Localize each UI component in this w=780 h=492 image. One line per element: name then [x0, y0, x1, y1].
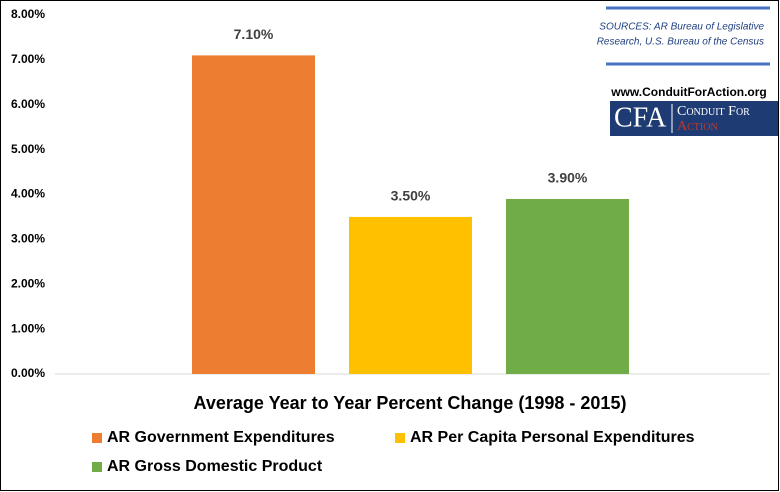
legend-label: AR Per Capita Personal Expenditures [410, 429, 695, 446]
logo-name: Action [677, 119, 718, 134]
y-tick-label: 6.00% [11, 97, 45, 111]
y-tick-label: 0.00% [11, 366, 45, 380]
sources-text: SOURCES: AR Bureau of Legislative [599, 22, 764, 33]
legend-swatch [395, 433, 405, 443]
y-tick-label: 5.00% [11, 142, 45, 156]
sources-box: SOURCES: AR Bureau of Legislative Resear… [597, 6, 770, 66]
data-label: 3.90% [548, 170, 588, 186]
logo-name: Conduit For [677, 104, 750, 119]
y-tick-label: 4.00% [11, 187, 45, 201]
y-tick-label: 2.00% [11, 276, 45, 290]
legend-label: AR Government Expenditures [107, 429, 335, 446]
legend-swatch [92, 433, 102, 443]
logo-mark: CFA [614, 102, 667, 133]
logo: www.ConduitForAction.org CFA Conduit For… [610, 85, 778, 136]
bar [192, 55, 315, 374]
data-label: 3.50% [391, 188, 431, 204]
bar [349, 216, 472, 374]
sources-text: Research, U.S. Bureau of the Census [597, 37, 764, 48]
y-tick-label: 1.00% [11, 321, 45, 335]
logo-bg [610, 101, 778, 136]
legend-swatch [92, 462, 102, 472]
y-tick-label: 3.00% [11, 232, 45, 246]
logo-url: www.ConduitForAction.org [610, 85, 767, 99]
x-axis-title: Average Year to Year Percent Change (199… [194, 393, 627, 413]
y-tick-label: 8.00% [11, 7, 45, 21]
legend-label: AR Gross Domestic Product [107, 458, 323, 475]
bar [506, 198, 629, 374]
y-tick-label: 7.00% [11, 52, 45, 66]
data-label: 7.10% [234, 26, 274, 42]
